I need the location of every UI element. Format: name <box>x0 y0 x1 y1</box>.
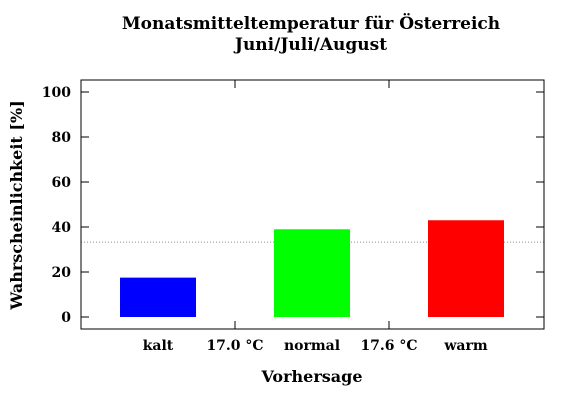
x-tick-label: normal <box>284 338 340 354</box>
y-tick-label: 0 <box>61 310 71 326</box>
bar-kalt <box>120 277 196 317</box>
y-tick-label: 80 <box>52 130 72 146</box>
x-tick-label: warm <box>443 338 487 354</box>
bar-normal <box>274 229 350 317</box>
threshold-label: 17.6 °C <box>360 338 417 354</box>
x-axis-label: Vorhersage <box>260 367 362 386</box>
y-tick-label: 60 <box>52 175 72 191</box>
plot-frame <box>80 79 545 330</box>
chart-subtitle: Juni/Juli/August <box>233 35 387 55</box>
y-tick-label: 40 <box>52 220 72 236</box>
chart-title: Monatsmitteltemperatur für Österreich <box>122 13 500 34</box>
threshold-label: 17.0 °C <box>206 338 263 354</box>
bar-warm <box>428 220 504 317</box>
y-axis-label: Wahrscheinlichkeit [%] <box>7 100 26 310</box>
y-tick-label: 20 <box>52 265 72 281</box>
x-tick-label: kalt <box>143 338 174 354</box>
y-tick-label: 100 <box>42 85 71 101</box>
